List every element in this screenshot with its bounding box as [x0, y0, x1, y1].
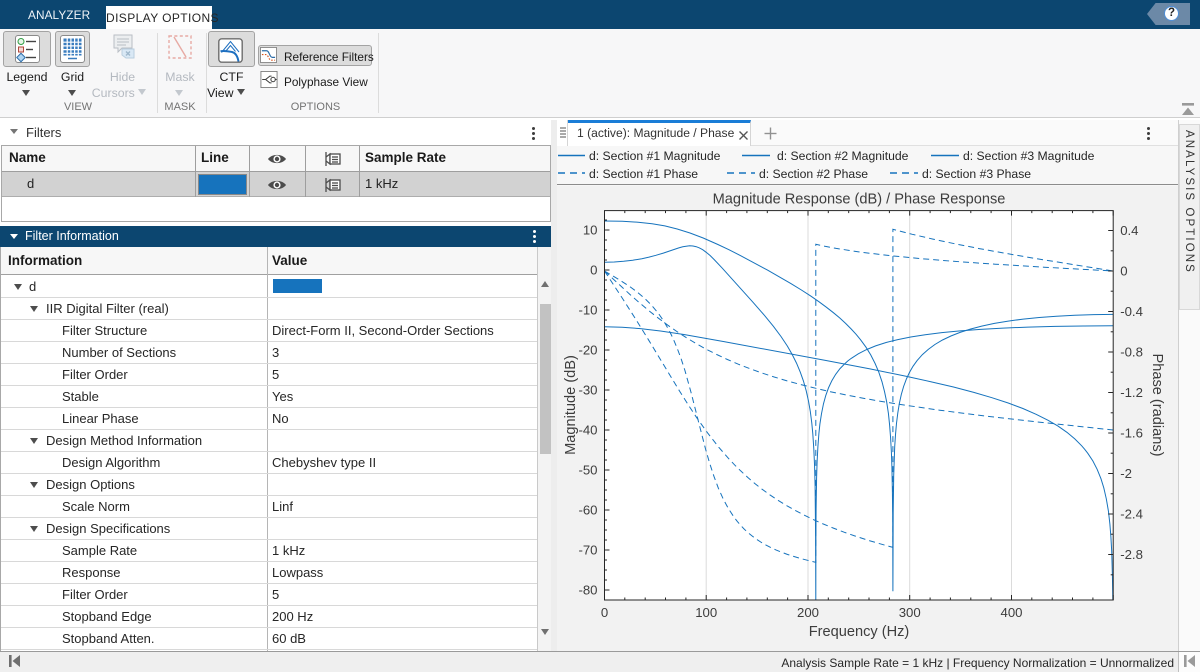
- svg-text:-0.8: -0.8: [1120, 345, 1143, 360]
- svg-text:-70: -70: [578, 543, 597, 558]
- svg-text:0: 0: [590, 263, 597, 278]
- svg-text:300: 300: [899, 605, 921, 620]
- svg-text:-2.4: -2.4: [1120, 507, 1143, 522]
- svg-text:-80: -80: [578, 583, 597, 598]
- svg-text:-1.6: -1.6: [1120, 426, 1143, 441]
- svg-text:-60: -60: [578, 503, 597, 518]
- svg-text:Frequency (Hz): Frequency (Hz): [809, 624, 910, 640]
- svg-text:-10: -10: [578, 303, 597, 318]
- svg-text:-30: -30: [578, 383, 597, 398]
- svg-text:-0.4: -0.4: [1120, 304, 1143, 319]
- svg-text:Magnitude (dB): Magnitude (dB): [563, 355, 579, 455]
- svg-text:Magnitude Response (dB) / Phas: Magnitude Response (dB) / Phase Response: [713, 192, 1006, 208]
- svg-text:0: 0: [1120, 264, 1127, 279]
- svg-text:-2: -2: [1120, 466, 1132, 481]
- svg-text:-2.8: -2.8: [1120, 547, 1143, 562]
- svg-text:10: 10: [583, 223, 598, 238]
- svg-text:400: 400: [1000, 605, 1022, 620]
- svg-text:-50: -50: [578, 463, 597, 478]
- svg-text:0: 0: [601, 605, 608, 620]
- svg-text:-40: -40: [578, 423, 597, 438]
- svg-text:Phase (radians): Phase (radians): [1149, 353, 1165, 456]
- svg-text:100: 100: [695, 605, 717, 620]
- svg-text:0.4: 0.4: [1120, 223, 1138, 238]
- svg-text:-20: -20: [578, 343, 597, 358]
- svg-text:-1.2: -1.2: [1120, 385, 1143, 400]
- svg-text:200: 200: [797, 605, 819, 620]
